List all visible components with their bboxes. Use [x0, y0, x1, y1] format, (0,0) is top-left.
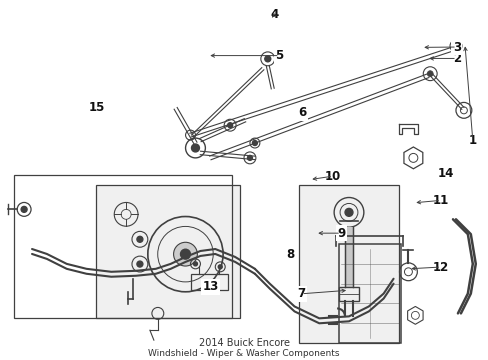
Circle shape — [180, 249, 190, 259]
Text: 2014 Buick Encore: 2014 Buick Encore — [198, 338, 289, 348]
Circle shape — [191, 144, 199, 152]
Text: 6: 6 — [298, 107, 306, 120]
Bar — [338, 287, 358, 301]
Bar — [96, 185, 240, 318]
Text: 1: 1 — [468, 134, 476, 147]
Circle shape — [247, 156, 252, 160]
Text: 2: 2 — [452, 52, 460, 65]
Text: Windshield - Wiper & Washer Components: Windshield - Wiper & Washer Components — [148, 348, 339, 357]
Circle shape — [427, 71, 432, 77]
Bar — [299, 185, 398, 343]
Circle shape — [21, 206, 27, 212]
Text: 13: 13 — [202, 280, 218, 293]
Circle shape — [137, 261, 142, 267]
Text: 8: 8 — [286, 248, 294, 261]
Text: 4: 4 — [270, 8, 278, 22]
Text: 10: 10 — [325, 170, 341, 183]
Text: 12: 12 — [432, 261, 448, 274]
Circle shape — [252, 140, 257, 145]
Text: 11: 11 — [432, 194, 448, 207]
Circle shape — [345, 208, 352, 216]
Bar — [14, 175, 232, 318]
Circle shape — [137, 236, 142, 242]
Text: 14: 14 — [437, 167, 453, 180]
Circle shape — [218, 265, 222, 269]
Circle shape — [227, 123, 232, 128]
Bar — [190, 274, 228, 289]
Bar — [338, 244, 400, 343]
Text: 15: 15 — [88, 101, 104, 114]
Bar — [345, 227, 352, 287]
Text: 9: 9 — [336, 227, 345, 240]
Text: 3: 3 — [452, 41, 460, 54]
Circle shape — [193, 262, 197, 266]
Text: 7: 7 — [297, 287, 305, 300]
Text: 5: 5 — [275, 49, 283, 62]
Circle shape — [264, 56, 270, 62]
Circle shape — [173, 242, 197, 266]
